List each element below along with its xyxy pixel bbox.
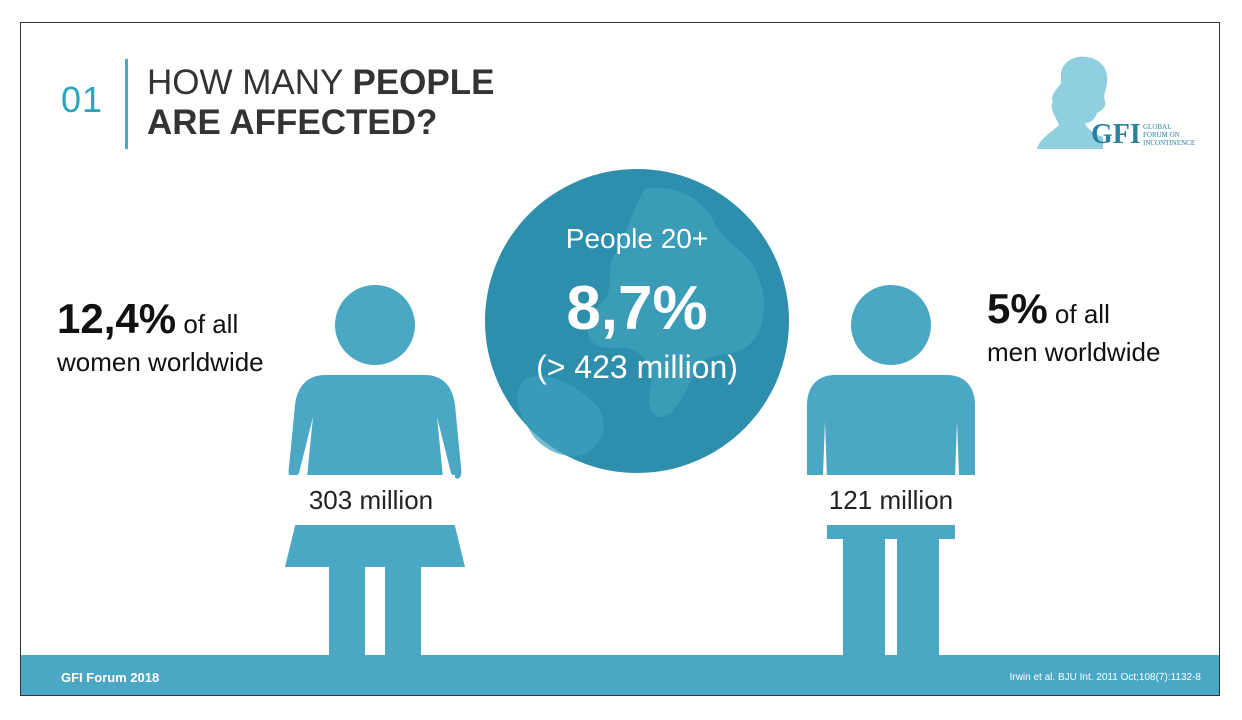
men-stat: 5% of all men worldwide bbox=[987, 285, 1160, 368]
women-count-label: 303 million bbox=[287, 475, 455, 525]
title-bold-2: ARE AFFECTED? bbox=[147, 103, 438, 142]
head-silhouette-icon bbox=[1037, 56, 1108, 149]
section-number: 01 bbox=[61, 79, 104, 120]
slide: 01 HOW MANY PEOPLE ARE AFFECTED? GFI GLO… bbox=[20, 22, 1220, 696]
men-count-label: 121 million bbox=[807, 475, 975, 525]
logo-line1: GLOBAL bbox=[1143, 123, 1172, 131]
men-percent: 5% bbox=[987, 285, 1048, 332]
women-stat: 12,4% of all women worldwide bbox=[57, 295, 264, 378]
globe-graphic bbox=[485, 169, 789, 473]
title-bold-1: PEOPLE bbox=[352, 63, 495, 102]
ground-line bbox=[21, 655, 1219, 661]
woman-figure-icon bbox=[285, 285, 465, 669]
globe-percent: 8,7% bbox=[566, 274, 708, 343]
globe-label: People 20+ bbox=[565, 223, 709, 254]
logo-text: GLOBAL FORUM ON INCONTINENCE bbox=[1143, 123, 1195, 147]
women-suffix: of all bbox=[176, 309, 239, 339]
footer-left-text: GFI Forum 2018 bbox=[61, 670, 160, 685]
gfi-logo: GFI GLOBAL FORUM ON INCONTINENCE bbox=[1031, 53, 1195, 153]
footer-bar: GFI Forum 2018 Irwin et al. BJU Int. 201… bbox=[21, 661, 1219, 695]
man-figure-icon bbox=[807, 285, 975, 669]
globe-count: (> 423 million) bbox=[536, 349, 738, 385]
women-percent: 12,4% bbox=[57, 295, 177, 342]
men-suffix: of all bbox=[1047, 299, 1110, 329]
logo-line2: FORUM ON bbox=[1143, 131, 1180, 139]
page-title: HOW MANY PEOPLE ARE AFFECTED? bbox=[147, 63, 494, 143]
footer-citation: Irwin et al. BJU Int. 2011 Oct;108(7):11… bbox=[1009, 672, 1201, 683]
women-line2: women worldwide bbox=[57, 347, 264, 377]
men-line2: men worldwide bbox=[987, 337, 1161, 367]
logo-abbr: GFI bbox=[1091, 119, 1141, 150]
title-divider bbox=[125, 59, 128, 149]
logo-line3: INCONTINENCE bbox=[1143, 139, 1196, 147]
title-regular: HOW MANY bbox=[147, 63, 353, 102]
